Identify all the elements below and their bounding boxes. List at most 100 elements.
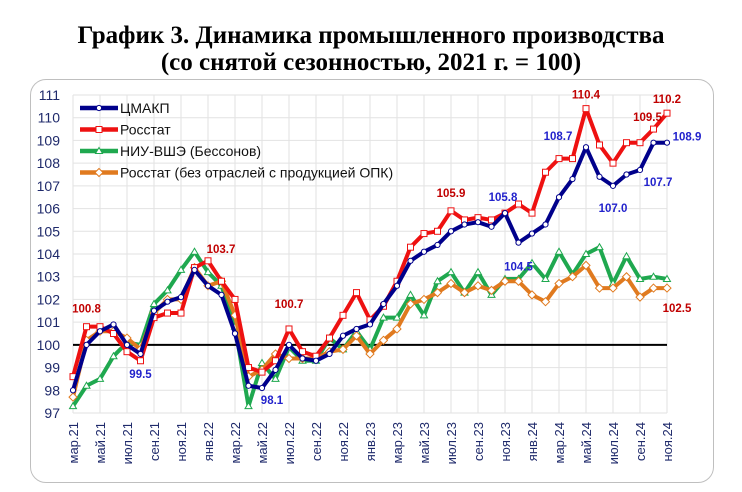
data-point — [231, 295, 239, 303]
data-point — [83, 323, 90, 331]
data-point — [608, 283, 618, 293]
data-point — [459, 287, 470, 298]
data-point — [326, 350, 333, 358]
data-point — [407, 257, 414, 264]
y-tick-label: 102 — [37, 291, 61, 307]
data-point — [662, 274, 672, 282]
data-point — [365, 349, 375, 359]
data-point — [513, 276, 524, 286]
data-point — [326, 334, 333, 342]
data-point — [500, 276, 510, 286]
data-point — [446, 267, 456, 276]
y-tick-label: 99 — [44, 360, 60, 376]
data-label: 102.5 — [663, 303, 692, 315]
y-tick-label: 103 — [37, 269, 61, 285]
data-point — [406, 290, 415, 298]
data-label: 103.7 — [207, 244, 236, 256]
data-point — [339, 311, 347, 319]
legend-marker — [94, 167, 104, 178]
data-point — [501, 210, 509, 217]
data-point — [555, 194, 563, 201]
data-point — [68, 401, 78, 410]
data-point — [555, 155, 563, 163]
data-point — [649, 272, 658, 280]
data-point — [663, 139, 671, 146]
data-point — [258, 384, 266, 392]
data-label: 109.5 — [633, 112, 662, 124]
chart-frame — [30, 79, 714, 483]
data-point — [96, 328, 104, 335]
data-point — [244, 401, 253, 410]
data-point — [231, 330, 239, 337]
data-point — [392, 324, 402, 334]
data-point — [392, 313, 402, 321]
data-point — [581, 249, 591, 257]
data-label: 100.8 — [72, 304, 101, 316]
data-point — [432, 287, 443, 298]
data-point — [137, 357, 144, 365]
data-point — [204, 282, 212, 289]
data-point — [433, 276, 442, 285]
data-point — [635, 274, 645, 282]
data-point — [527, 290, 537, 300]
y-tick-label: 105 — [37, 223, 61, 239]
y-tick-label: 100 — [37, 337, 61, 353]
legend-label: ЦМАКП — [120, 100, 170, 116]
data-point — [515, 200, 522, 208]
x-tick-label: ноя.23 — [498, 422, 513, 462]
y-tick-label: 104 — [37, 246, 61, 262]
data-point — [663, 109, 671, 117]
data-point — [461, 221, 468, 228]
data-point — [636, 139, 644, 147]
data-point — [581, 260, 591, 271]
x-tick-label: июл.24 — [606, 422, 621, 464]
data-point — [285, 341, 293, 348]
data-point — [596, 141, 603, 149]
x-tick-label: янв.24 — [525, 422, 540, 461]
data-point — [149, 299, 159, 307]
data-point — [204, 257, 212, 265]
data-point — [95, 374, 105, 382]
data-point — [123, 348, 131, 356]
x-tick-label: мар.24 — [552, 422, 567, 463]
data-point — [594, 283, 605, 293]
data-point — [622, 251, 631, 260]
data-point — [528, 230, 536, 237]
data-point — [528, 209, 536, 217]
data-point — [164, 309, 171, 317]
data-point — [150, 307, 158, 314]
y-tick-label: 97 — [44, 405, 60, 421]
data-point — [420, 230, 428, 238]
data-point — [648, 283, 659, 293]
x-tick-label: май.23 — [417, 422, 432, 464]
legend-marker — [95, 126, 103, 133]
data-point — [164, 298, 171, 305]
x-tick-label: мар.22 — [228, 422, 243, 463]
x-tick-label: июл.23 — [444, 422, 459, 464]
y-tick-label: 107 — [37, 178, 61, 194]
data-point — [110, 330, 117, 337]
x-tick-label: янв.23 — [363, 422, 378, 461]
data-point — [650, 139, 657, 146]
data-label: 110.2 — [653, 94, 681, 106]
data-point — [527, 258, 537, 267]
legend-marker — [94, 146, 104, 154]
data-label: 108.9 — [673, 132, 702, 144]
data-label: 104.5 — [504, 262, 533, 274]
data-point — [474, 219, 482, 226]
data-point — [567, 272, 578, 282]
data-point — [554, 247, 564, 255]
data-point — [420, 248, 428, 255]
data-point — [137, 350, 144, 358]
y-tick-label: 106 — [37, 201, 61, 217]
data-point — [595, 242, 604, 251]
data-point — [596, 173, 603, 180]
chart-subtitle: (со снятой сезонностью, 2021 г. = 100) — [160, 49, 582, 76]
data-point — [405, 299, 416, 309]
data-point — [447, 228, 455, 235]
data-label: 110.4 — [572, 90, 601, 102]
x-tick-label: май.22 — [255, 422, 270, 464]
data-point — [434, 227, 441, 235]
data-point — [83, 341, 90, 348]
